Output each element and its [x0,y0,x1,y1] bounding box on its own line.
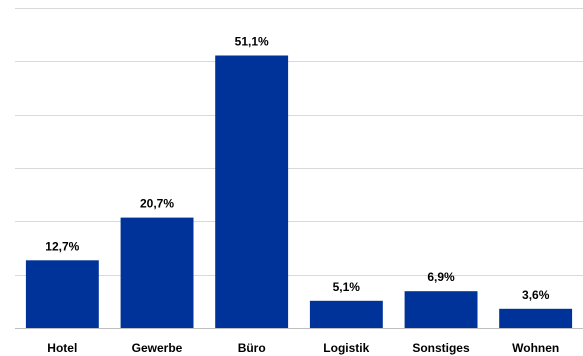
bar-sonstiges [404,291,478,328]
x-axis-ticks: Hotel Gewerbe Büro Logistik Sonstiges Wohnen [47,341,559,355]
x-tick-label-gewerbe: Gewerbe [132,341,183,355]
bar-gewerbe [120,217,194,328]
data-label-wohnen: 3,6% [522,288,550,302]
data-label-büro: 51,1% [235,35,269,49]
x-tick-label-wohnen: Wohnen [512,341,559,355]
grid [15,8,583,329]
data-label-gewerbe: 20,7% [140,197,174,211]
data-labels: 12,7% 20,7% 51,1% 5,1% 6,9% 3,6% [45,35,549,302]
x-tick-label-büro: Büro [238,341,266,355]
x-tick-label-hotel: Hotel [47,341,77,355]
bar-hotel [25,260,99,328]
bar-logistik [309,300,383,328]
x-tick-label-logistik: Logistik [323,341,369,355]
bar-wohnen [499,308,573,328]
x-tick-label-sonstiges: Sonstiges [412,341,470,355]
bars [25,55,573,328]
data-label-logistik: 5,1% [333,280,361,294]
data-label-sonstiges: 6,9% [427,270,455,284]
data-label-hotel: 12,7% [45,239,79,253]
bar-büro [215,55,289,328]
